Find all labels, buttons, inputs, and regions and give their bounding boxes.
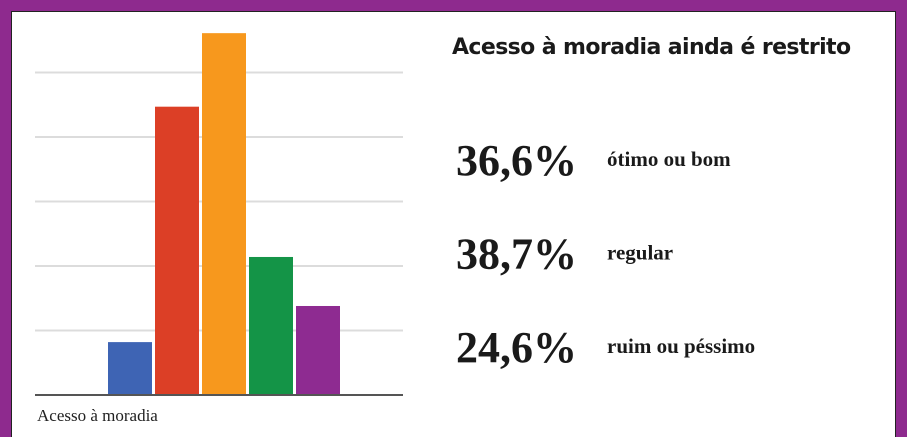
panel-title: Acesso à moradia ainda é restrito — [452, 35, 851, 60]
bar-chart — [35, 33, 403, 396]
bar — [249, 256, 293, 395]
stats: 36,6% ótimo ou bom 38,7% regular 24,6% ruim o… — [456, 136, 755, 372]
stat-label: ótimo ou bom — [607, 147, 731, 171]
stat-label: regular — [607, 240, 673, 264]
stat-value: 24,6% — [456, 323, 577, 372]
bar — [108, 342, 152, 395]
stat-value: 38,7% — [456, 230, 577, 279]
stat-label: ruim ou péssimo — [607, 334, 755, 358]
stat-value: 36,6% — [456, 136, 577, 185]
bar — [155, 106, 199, 395]
bar — [202, 33, 246, 395]
x-axis-label: Acesso à moradia — [37, 406, 158, 425]
bar — [296, 305, 340, 395]
